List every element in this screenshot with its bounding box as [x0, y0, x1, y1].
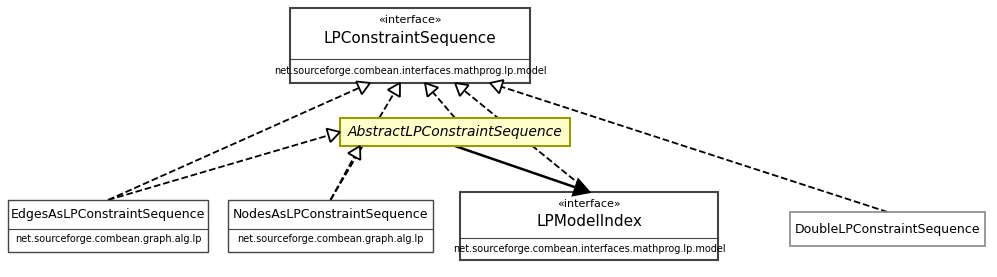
Bar	[8, 200, 208, 252]
Polygon shape	[388, 83, 400, 97]
Text: EdgesAsLPConstraintSequence: EdgesAsLPConstraintSequence	[11, 207, 205, 220]
Bar	[290, 8, 530, 83]
Text: LPModelIndex: LPModelIndex	[536, 214, 642, 230]
Text: DoubleLPConstraintSequence: DoubleLPConstraintSequence	[795, 222, 980, 235]
Text: LPConstraintSequence: LPConstraintSequence	[324, 30, 497, 45]
Text: «interface»: «interface»	[557, 199, 621, 209]
Bar	[340, 118, 570, 146]
Text: NodesAsLPConstraintSequence: NodesAsLPConstraintSequence	[232, 207, 429, 220]
Polygon shape	[326, 129, 340, 142]
Text: «interface»: «interface»	[378, 15, 442, 25]
Polygon shape	[455, 83, 469, 96]
Text: AbstractLPConstraintSequence: AbstractLPConstraintSequence	[348, 125, 562, 139]
Text: net.sourceforge.combean.graph.alg.lp: net.sourceforge.combean.graph.alg.lp	[237, 234, 424, 244]
Polygon shape	[425, 83, 438, 97]
Polygon shape	[348, 146, 360, 160]
Bar	[790, 212, 985, 246]
Text: net.sourceforge.combean.graph.alg.lp: net.sourceforge.combean.graph.alg.lp	[15, 234, 201, 244]
Text: net.sourceforge.combean.interfaces.mathprog.lp.model: net.sourceforge.combean.interfaces.mathp…	[453, 244, 725, 254]
Bar	[228, 200, 433, 252]
Polygon shape	[356, 81, 370, 94]
Polygon shape	[573, 180, 589, 195]
Polygon shape	[490, 80, 503, 93]
Bar	[460, 192, 718, 260]
Text: net.sourceforge.combean.interfaces.mathprog.lp.model: net.sourceforge.combean.interfaces.mathp…	[274, 66, 546, 76]
